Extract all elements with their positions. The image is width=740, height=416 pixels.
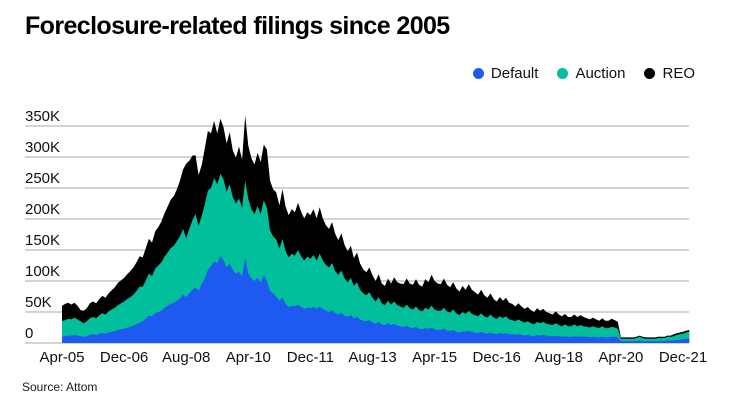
- y-axis-label: 300K: [25, 139, 60, 156]
- y-axis-label: 350K: [25, 108, 60, 125]
- legend-label-auction: Auction: [575, 65, 626, 82]
- x-axis-label: Aug-08: [162, 349, 210, 366]
- y-axis-label: 150K: [25, 232, 60, 249]
- legend-label-reo: REO: [662, 65, 695, 82]
- x-axis-label: Dec-21: [659, 349, 707, 366]
- legend-dot-reo-icon: [644, 68, 656, 79]
- y-axis-label: 100K: [25, 263, 60, 280]
- x-axis-label: Apr-15: [412, 349, 457, 366]
- legend-dot-default-icon: [472, 68, 484, 79]
- x-axis-label: Dec-11: [287, 349, 334, 366]
- legend-item-auction: Auction: [557, 65, 625, 82]
- y-axis-label: 0: [25, 325, 33, 342]
- x-axis-label: Aug-18: [535, 349, 583, 366]
- x-axis-label: Apr-20: [598, 349, 643, 366]
- legend-item-default: Default: [472, 65, 539, 82]
- x-axis-label: Apr-10: [226, 349, 271, 366]
- y-axis-label: 250K: [25, 170, 60, 187]
- legend-label-default: Default: [490, 65, 539, 82]
- x-axis-label: Dec-06: [100, 349, 148, 366]
- x-axis-label: Apr-05: [39, 349, 84, 366]
- legend-item-reo: REO: [644, 65, 695, 82]
- chart-title: Foreclosure-related filings since 2005: [25, 12, 450, 40]
- x-axis-label: Dec-16: [473, 349, 521, 366]
- area-default: [62, 255, 690, 343]
- legend-dot-auction-icon: [557, 68, 569, 79]
- y-axis-label: 200K: [25, 201, 60, 218]
- y-axis-label: 50K: [25, 294, 52, 311]
- source-note: Source: Attom: [22, 380, 98, 394]
- x-axis-label: Aug-13: [348, 349, 396, 366]
- legend: Default Auction REO: [472, 65, 695, 82]
